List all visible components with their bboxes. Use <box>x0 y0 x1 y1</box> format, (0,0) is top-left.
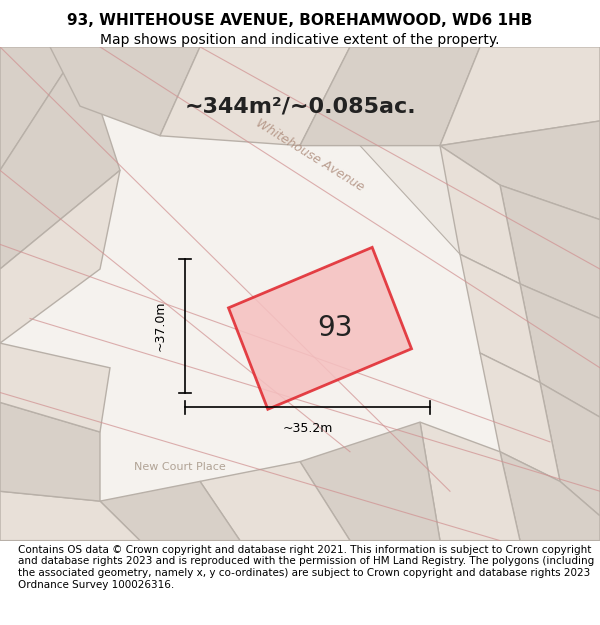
Polygon shape <box>440 146 520 284</box>
Text: 93: 93 <box>317 314 353 342</box>
Polygon shape <box>0 343 110 432</box>
Text: Contains OS data © Crown copyright and database right 2021. This information is : Contains OS data © Crown copyright and d… <box>18 545 594 589</box>
Text: New Court Place: New Court Place <box>134 461 226 471</box>
Text: ~37.0m: ~37.0m <box>154 301 167 351</box>
Polygon shape <box>360 47 480 254</box>
Polygon shape <box>540 382 600 516</box>
Polygon shape <box>0 491 140 541</box>
Text: 93, WHITEHOUSE AVENUE, BOREHAMWOOD, WD6 1HB: 93, WHITEHOUSE AVENUE, BOREHAMWOOD, WD6 … <box>67 13 533 28</box>
Text: ~344m²/~0.085ac.: ~344m²/~0.085ac. <box>184 96 416 116</box>
Polygon shape <box>500 185 600 318</box>
Polygon shape <box>300 422 440 541</box>
Polygon shape <box>440 121 600 219</box>
Polygon shape <box>160 47 350 146</box>
Polygon shape <box>0 47 120 269</box>
Polygon shape <box>500 452 600 541</box>
Polygon shape <box>50 47 200 136</box>
Polygon shape <box>229 248 412 409</box>
Text: ~35.2m: ~35.2m <box>283 422 332 435</box>
Polygon shape <box>200 462 350 541</box>
Text: Whitehouse Avenue: Whitehouse Avenue <box>253 117 367 194</box>
Polygon shape <box>100 481 240 541</box>
Polygon shape <box>460 254 540 382</box>
Polygon shape <box>480 353 560 481</box>
Polygon shape <box>0 402 100 501</box>
Polygon shape <box>0 171 120 343</box>
Polygon shape <box>520 284 600 418</box>
Polygon shape <box>0 47 80 171</box>
Polygon shape <box>420 422 520 541</box>
Text: Map shows position and indicative extent of the property.: Map shows position and indicative extent… <box>100 32 500 47</box>
Polygon shape <box>440 47 600 146</box>
Polygon shape <box>300 47 480 146</box>
